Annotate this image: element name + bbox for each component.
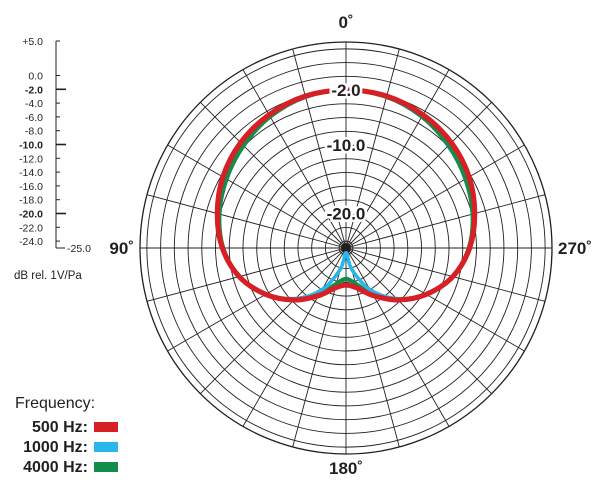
legend-entry-label: 500 Hz: [32, 419, 88, 436]
db-scale: +5.0 0.0-2.0 -4.0 -6.0 -8.0 -10.0-12.0 -14.0 -1… [19, 36, 91, 255]
grid-spoke [292, 48, 347, 249]
legend-entry-label: 4000 Hz: [23, 459, 88, 476]
scale-tick-label: -20.0 [19, 209, 43, 221]
grid-spoke [345, 102, 492, 249]
legend-swatch [94, 422, 118, 432]
angle-label: 180˚ [329, 459, 363, 478]
grid-spoke [242, 247, 347, 427]
grid-spoke [345, 247, 525, 352]
grid-spoke [345, 144, 525, 249]
scale-tick-label: +5.0 [22, 36, 43, 48]
angle-label: 90˚ [109, 239, 134, 258]
grid-spoke [345, 194, 546, 249]
ring-labels: -2.0 -10.0 -20.0 [324, 79, 368, 227]
center-hub [341, 243, 351, 253]
grid-spoke [146, 194, 347, 249]
scale-tick-label: -10.0 [19, 140, 43, 152]
scale-tick-label: -14.0 [19, 167, 43, 179]
scale-tick-label: -6.0 [25, 112, 43, 124]
grid-spoke [345, 48, 400, 249]
grid-spoke [167, 247, 347, 352]
series-curve-500hz [214, 87, 478, 303]
grid-spoke [167, 144, 347, 249]
scale-tick-label: -22.0 [19, 222, 43, 234]
grid-spoke [200, 102, 347, 249]
scale-tick-label: -24.0 [19, 236, 43, 248]
angle-labels: 0˚ 90˚ 180˚ 270˚ [109, 13, 592, 478]
scale-tick-label: -25.0 [67, 243, 91, 255]
legend-entry-label: 1000 Hz: [23, 439, 88, 456]
ring-label: -10.0 [327, 136, 366, 155]
grid-spoke [345, 247, 492, 394]
series-curve-4000hz [216, 87, 476, 303]
angle-label: 0˚ [338, 13, 353, 32]
grid-spoke [146, 247, 347, 302]
ring-label: -20.0 [327, 205, 366, 224]
grid-spoke [242, 69, 347, 249]
legend-swatch [94, 462, 118, 472]
legend-swatch [94, 442, 118, 452]
polar-grid [139, 41, 553, 455]
grid-spoke [200, 247, 347, 394]
ring-label: -2.0 [331, 81, 360, 100]
scale-tick-label: -8.0 [25, 126, 43, 138]
legend: Frequency: 500 Hz: 1000 Hz: 4000 Hz: [15, 395, 118, 476]
scale-tick-label: 0.0 [28, 71, 43, 83]
grid-spoke [345, 247, 450, 427]
grid-spoke [345, 247, 546, 302]
db-unit-note: dB rel. 1V/Pa [14, 270, 82, 282]
angle-label: 270˚ [558, 239, 592, 258]
grid-spoke [345, 69, 450, 249]
scale-tick-label: -2.0 [25, 84, 43, 96]
legend-title: Frequency: [15, 395, 95, 412]
scale-tick-label: -16.0 [19, 181, 43, 193]
scale-tick-label: -18.0 [19, 195, 43, 207]
scale-tick-label: -12.0 [19, 153, 43, 165]
scale-tick-label: -4.0 [25, 98, 43, 110]
polar-curves [214, 87, 478, 303]
